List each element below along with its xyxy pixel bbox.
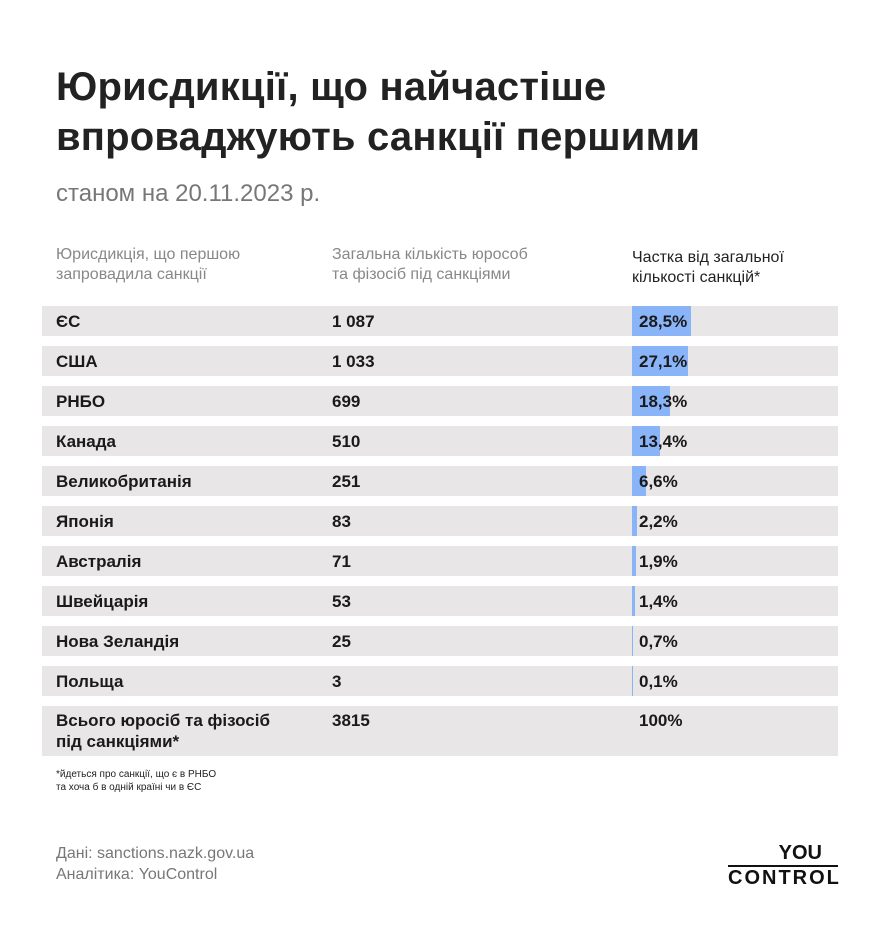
page-title: Юрисдикції, що найчастіше впроваджують с… bbox=[56, 62, 700, 162]
footnote: *йдеться про санкції, що є в РНБО та хоч… bbox=[56, 768, 216, 794]
share-cell: 13,4% bbox=[639, 432, 688, 451]
share-bar bbox=[632, 626, 634, 656]
share-cell: 0,7% bbox=[639, 632, 678, 651]
jurisdiction-cell: Великобританія bbox=[56, 472, 192, 491]
table-row: Нова Зеландія 25 0,7% bbox=[42, 626, 838, 656]
share-cell: 18,3% bbox=[639, 392, 688, 411]
header-line: Частка від загальної bbox=[632, 249, 784, 266]
count-cell: 53 bbox=[332, 592, 351, 611]
count-cell: 510 bbox=[332, 432, 361, 451]
table-body: ЄС 1 087 28,5% США 1 033 27,1% РНБО 699 18,3% Кан… bbox=[42, 306, 838, 766]
header-line: Юрисдикція, що першою bbox=[56, 246, 241, 263]
jurisdiction-cell: Канада bbox=[56, 432, 117, 451]
jurisdiction-cell: Швейцарія bbox=[56, 592, 149, 611]
source-block: Дані: sanctions.nazk.gov.ua Аналітика: Y… bbox=[56, 843, 254, 885]
share-bar bbox=[632, 426, 660, 456]
footnote-line: та хоча б в одній країні чи в ЄС bbox=[56, 782, 202, 793]
table-row: Великобританія 251 6,6% bbox=[42, 466, 838, 496]
share-cell: 27,1% bbox=[639, 352, 688, 371]
share-bar bbox=[632, 346, 688, 376]
count-cell: 699 bbox=[332, 392, 361, 411]
table-row: Японія 83 2,2% bbox=[42, 506, 838, 536]
header-line: кількості санкцій* bbox=[632, 269, 761, 286]
header-line: запровадила санкції bbox=[56, 266, 207, 283]
total-row: Всього юросіб та фізосіб під санкціями* 38… bbox=[42, 706, 838, 756]
column-header-count: Загальна кількість юрособ та фізосіб під… bbox=[332, 245, 528, 285]
column-header-jurisdiction: Юрисдикція, що першою запровадила санкці… bbox=[56, 245, 240, 285]
count-cell: 71 bbox=[332, 552, 351, 571]
table-row: РНБО 699 18,3% bbox=[42, 386, 838, 416]
jurisdiction-cell: Японія bbox=[56, 512, 114, 531]
table-row: Канада 510 13,4% bbox=[42, 426, 838, 456]
share-bar bbox=[632, 466, 646, 496]
jurisdiction-cell: ЄС bbox=[56, 312, 81, 331]
share-bar bbox=[632, 306, 691, 336]
total-label-line: Всього юросіб та фізосіб bbox=[56, 711, 270, 730]
share-cell: 28,5% bbox=[639, 312, 688, 331]
share-cell: 1,9% bbox=[639, 552, 678, 571]
count-cell: 1 087 bbox=[332, 312, 375, 331]
total-share: 100% bbox=[639, 711, 683, 730]
jurisdiction-cell: Австралія bbox=[56, 552, 142, 571]
title-line: Юрисдикції, що найчастіше bbox=[56, 65, 607, 109]
share-cell: 1,4% bbox=[639, 592, 678, 611]
logo-line1: YOU bbox=[728, 842, 838, 867]
total-count: 3815 bbox=[332, 711, 370, 730]
table-row: Швейцарія 53 1,4% bbox=[42, 586, 838, 616]
data-source: Дані: sanctions.nazk.gov.ua bbox=[56, 845, 255, 862]
count-cell: 83 bbox=[332, 512, 351, 531]
header-line: та фізосіб під санкціями bbox=[332, 266, 511, 283]
count-cell: 25 bbox=[332, 632, 351, 651]
table-row: ЄС 1 087 28,5% bbox=[42, 306, 838, 336]
count-cell: 1 033 bbox=[332, 352, 375, 371]
count-cell: 251 bbox=[332, 472, 361, 491]
footnote-line: *йдеться про санкції, що є в РНБО bbox=[56, 769, 217, 780]
jurisdiction-cell: Польща bbox=[56, 672, 124, 691]
count-cell: 3 bbox=[332, 672, 342, 691]
total-label-line: під санкціями* bbox=[56, 732, 180, 751]
share-cell: 0,1% bbox=[639, 672, 678, 691]
share-bar bbox=[632, 546, 636, 576]
subtitle: станом на 20.11.2023 р. bbox=[56, 180, 321, 207]
table-row: Австралія 71 1,9% bbox=[42, 546, 838, 576]
title-line: впроваджують санкції першими bbox=[56, 115, 701, 159]
logo-line2: CONTROL bbox=[728, 867, 841, 889]
share-cell: 2,2% bbox=[639, 512, 678, 531]
youcontrol-logo: YOU CONTROL bbox=[728, 842, 841, 889]
share-cell: 6,6% bbox=[639, 472, 678, 491]
analytics-credit: Аналітика: YouControl bbox=[56, 866, 218, 883]
share-bar bbox=[632, 506, 637, 536]
header-line: Загальна кількість юрособ bbox=[332, 246, 528, 263]
jurisdiction-cell: РНБО bbox=[56, 392, 106, 411]
share-bar bbox=[632, 386, 670, 416]
table-row: США 1 033 27,1% bbox=[42, 346, 838, 376]
table-row: Польща 3 0,1% bbox=[42, 666, 838, 696]
share-bar bbox=[632, 586, 635, 616]
jurisdiction-cell: Нова Зеландія bbox=[56, 632, 180, 651]
column-header-share: Частка від загальної кількості санкцій* bbox=[632, 248, 784, 288]
total-label: Всього юросіб та фізосіб під санкціями* bbox=[56, 710, 270, 752]
jurisdiction-cell: США bbox=[56, 352, 98, 371]
